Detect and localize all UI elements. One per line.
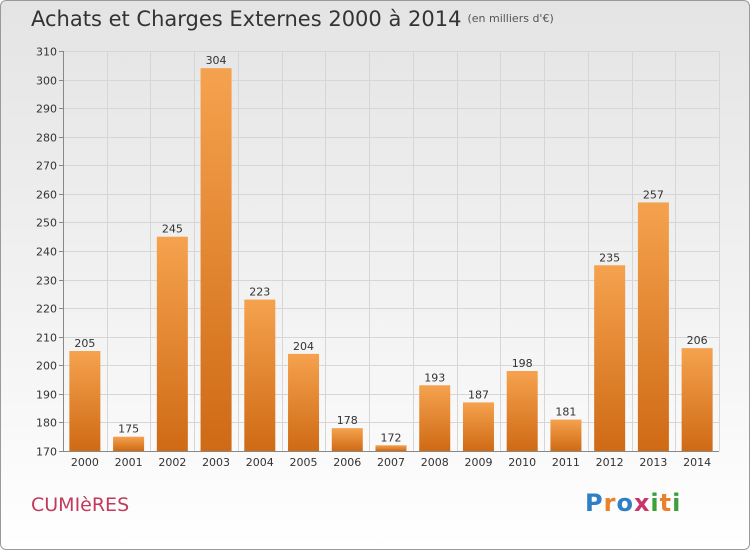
data-label: 187	[468, 388, 489, 401]
bar	[288, 353, 320, 451]
x-tick-label: 2007	[377, 456, 405, 469]
y-tick-label: 280	[36, 132, 57, 145]
data-label: 178	[337, 414, 358, 427]
x-tick-label: 2001	[115, 456, 143, 469]
x-tick-label: 2005	[290, 456, 318, 469]
x-tick-label: 2010	[508, 456, 536, 469]
x-tick-label: 2000	[71, 456, 99, 469]
chart-title: Achats et Charges Externes 2000 à 2014 (e…	[31, 7, 554, 31]
proxiti-logo: Proxiti	[585, 489, 681, 517]
bar	[681, 348, 713, 451]
x-tick-label: 2002	[158, 456, 186, 469]
chart-subtitle: (en milliers d'€)	[467, 12, 554, 25]
axes	[59, 51, 719, 452]
bar	[550, 419, 582, 451]
bar	[637, 202, 669, 451]
y-tick-label: 180	[36, 417, 57, 430]
data-label: 205	[74, 337, 95, 350]
y-tick-label: 200	[36, 360, 57, 373]
x-tick-label: 2012	[596, 456, 624, 469]
data-label: 204	[293, 340, 314, 353]
bar	[375, 445, 407, 451]
data-label: 235	[599, 251, 620, 264]
x-tick-label: 2014	[683, 456, 711, 469]
bar	[113, 436, 145, 451]
data-label: 193	[424, 371, 445, 384]
y-tick-label: 190	[36, 389, 57, 402]
bar	[594, 265, 626, 451]
data-label: 175	[118, 423, 139, 436]
x-tick-label: 2011	[552, 456, 580, 469]
y-tick-label: 310	[36, 46, 57, 59]
y-tick-label: 170	[36, 446, 57, 459]
bar	[419, 385, 451, 451]
data-label: 198	[512, 357, 533, 370]
logo-letter: P	[585, 489, 604, 517]
logo-letter: r	[603, 489, 617, 517]
logo-letter: x	[633, 489, 651, 517]
bar	[506, 371, 538, 451]
data-label: 223	[249, 286, 270, 299]
y-tick-label: 240	[36, 246, 57, 259]
bar	[331, 428, 363, 451]
data-label: 206	[687, 334, 708, 347]
data-label: 181	[555, 406, 576, 419]
y-tick-label: 220	[36, 303, 57, 316]
bar	[69, 351, 101, 451]
x-tick-label: 2003	[202, 456, 230, 469]
labels: 170 180 190 200 210 220 230 240 250 260 270 280 290 3…	[36, 46, 711, 470]
data-label: 245	[162, 223, 183, 236]
bars	[69, 68, 713, 452]
bar	[462, 402, 494, 451]
bar	[200, 68, 232, 452]
data-label: 172	[381, 431, 402, 444]
bar	[244, 299, 276, 451]
logo-letter: i	[650, 489, 660, 517]
x-tick-label: 2008	[421, 456, 449, 469]
logo-letter: t	[659, 489, 673, 517]
y-tick-label: 300	[36, 75, 57, 88]
y-tick-label: 290	[36, 103, 57, 116]
bar	[156, 236, 188, 451]
x-tick-label: 2013	[639, 456, 667, 469]
y-tick-label: 230	[36, 275, 57, 288]
x-tick-label: 2009	[464, 456, 492, 469]
y-tick-label: 270	[36, 160, 57, 173]
x-tick-label: 2006	[333, 456, 361, 469]
data-label: 304	[206, 54, 227, 67]
location-name: CUMIèRES	[31, 494, 130, 516]
data-label: 257	[643, 188, 664, 201]
logo-letter: o	[616, 489, 634, 517]
logo-letter: i	[672, 489, 682, 517]
y-tick-label: 260	[36, 189, 57, 202]
y-tick-label: 210	[36, 332, 57, 345]
chart-title-text: Achats et Charges Externes 2000 à 2014	[31, 7, 462, 31]
y-tick-label: 250	[36, 217, 57, 230]
x-tick-label: 2004	[246, 456, 274, 469]
